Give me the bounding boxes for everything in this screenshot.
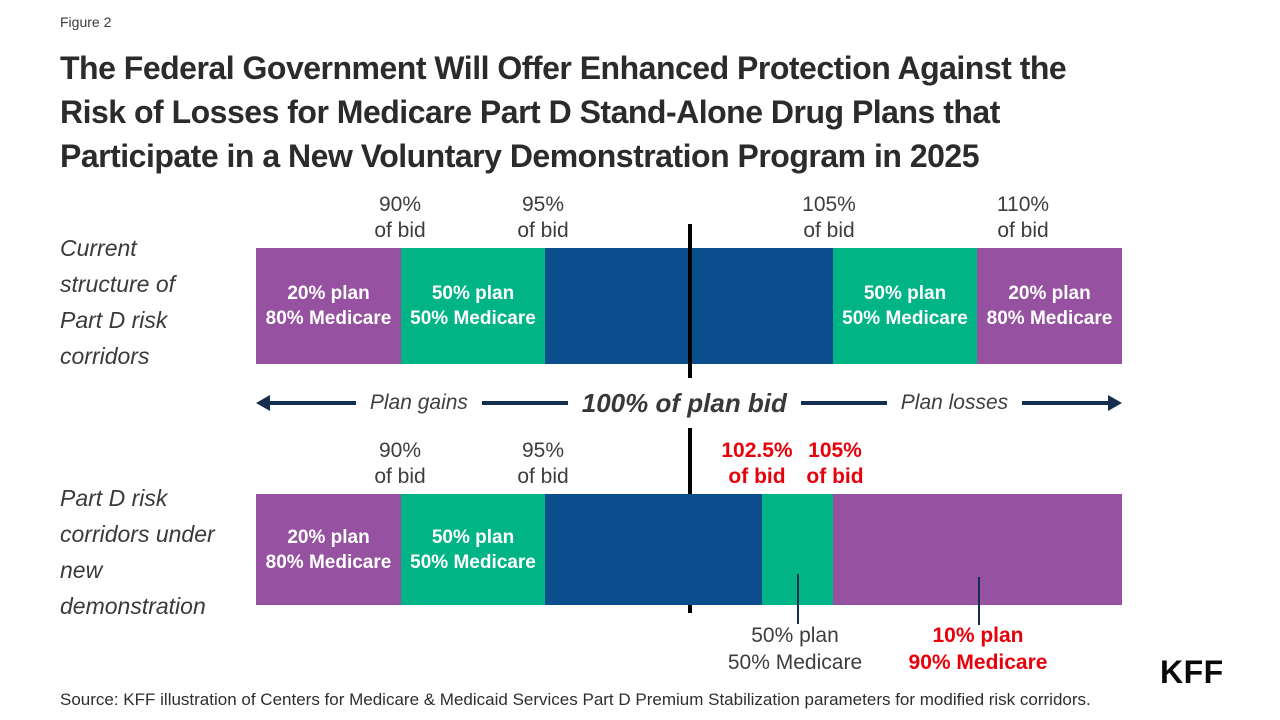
tick-top-90: 90% of bid	[374, 192, 425, 244]
segment-green-losses: 50% plan 50% Medicare	[833, 248, 977, 364]
figure-title: The Federal Government Will Offer Enhanc…	[60, 46, 1067, 178]
callout-line: 50% plan	[751, 624, 839, 647]
segment-purple-gains: 20% plan 80% Medicare	[256, 494, 401, 605]
axis-line	[1022, 401, 1108, 405]
row-label-line: Current	[60, 235, 137, 261]
segment-green-gains: 50% plan 50% Medicare	[401, 248, 545, 364]
plan-gains-label: Plan gains	[369, 391, 468, 414]
arrowhead-left-icon	[256, 395, 270, 411]
segment-label: 20% plan 80% Medicare	[266, 525, 392, 575]
tick-value: 90%	[378, 193, 422, 216]
plan-losses-label: Plan losses	[900, 391, 1009, 414]
tick-bottom-95: 95% of bid	[517, 438, 568, 490]
callout-50-50: 50% plan 50% Medicare	[728, 622, 862, 676]
tick-bottom-102-5: 102.5% of bid	[721, 438, 792, 490]
tick-unit: of bid	[517, 465, 569, 488]
tick-value: 90%	[378, 439, 422, 462]
leader-line-green-segment	[797, 574, 799, 624]
segment-label-line: 80% Medicare	[265, 308, 392, 329]
callout-line: 50% Medicare	[727, 651, 863, 674]
tick-value: 110%	[996, 193, 1050, 216]
segment-label-line: 80% Medicare	[265, 551, 392, 573]
callout-10-90: 10% plan 90% Medicare	[909, 622, 1048, 676]
tick-top-95: 95% of bid	[517, 192, 568, 244]
tick-value: 95%	[521, 193, 565, 216]
row-label-line: structure of	[60, 271, 176, 297]
axis-line	[800, 401, 887, 405]
segment-label: 20% plan 80% Medicare	[987, 281, 1113, 331]
new-demonstration-bar: 20% plan 80% Medicare 50% plan 50% Medic…	[256, 494, 1122, 605]
segment-label-line: 50% Medicare	[842, 308, 968, 329]
segment-label-line: 50% Medicare	[410, 551, 536, 573]
segment-purple-gains: 20% plan 80% Medicare	[256, 248, 401, 364]
tick-unit: of bid	[728, 465, 786, 488]
segment-blue-center	[545, 494, 762, 605]
tick-value: 105%	[808, 439, 862, 462]
row-label-line: corridors	[60, 343, 150, 369]
segment-label-line: 50% plan	[431, 526, 515, 548]
axis-line	[270, 401, 356, 405]
row-label-line: Part D risk	[60, 307, 168, 333]
tick-unit: of bid	[806, 465, 864, 488]
segment-label-line: 50% plan	[431, 283, 515, 304]
segment-green-gains: 50% plan 50% Medicare	[401, 494, 545, 605]
segment-label: 50% plan 50% Medicare	[410, 281, 536, 331]
tick-unit: of bid	[517, 219, 569, 242]
callout-line: 10% plan	[932, 624, 1024, 647]
segment-purple-losses: 20% plan 80% Medicare	[977, 248, 1122, 364]
title-line-1: The Federal Government Will Offer Enhanc…	[60, 50, 1067, 86]
row-label-line: demonstration	[60, 593, 206, 619]
arrowhead-right-icon	[1108, 395, 1122, 411]
row-label-line: Part D risk	[60, 485, 168, 511]
segment-label-line: 50% plan	[863, 283, 947, 304]
segment-label-line: 50% Medicare	[410, 308, 536, 329]
tick-unit: of bid	[374, 465, 426, 488]
segment-label-line: 80% Medicare	[986, 308, 1113, 329]
segment-label: 50% plan 50% Medicare	[842, 281, 968, 331]
tick-value: 95%	[521, 439, 565, 462]
tick-unit: of bid	[374, 219, 426, 242]
tick-top-105: 105% of bid	[802, 192, 856, 244]
tick-top-110: 110% of bid	[997, 192, 1049, 244]
row-label-line: new	[60, 557, 103, 583]
row-label-current-structure: Current structure of Part D risk corrido…	[60, 230, 175, 374]
tick-bottom-105: 105% of bid	[806, 438, 863, 490]
title-line-3: Participate in a New Voluntary Demonstra…	[60, 138, 980, 174]
segment-label-line: 20% plan	[287, 526, 370, 548]
segment-label: 50% plan 50% Medicare	[410, 525, 536, 575]
leader-line-purple-segment	[978, 577, 980, 625]
tick-unit: of bid	[803, 219, 855, 242]
segment-purple-wide-losses	[833, 494, 1122, 605]
row-label-line: corridors under	[60, 521, 215, 547]
row-label-new-demonstration: Part D risk corridors under new demonstr…	[60, 480, 215, 624]
segment-label-line: 20% plan	[1008, 283, 1091, 304]
bid-100-line-upper	[688, 224, 692, 378]
axis-band: Plan gains 100% of plan bid Plan losses	[256, 386, 1122, 420]
figure-number: Figure 2	[60, 14, 112, 30]
tick-bottom-90: 90% of bid	[374, 438, 425, 490]
tick-unit: of bid	[997, 219, 1049, 242]
callout-line: 90% Medicare	[908, 651, 1048, 674]
source-note: Source: KFF illustration of Centers for …	[60, 690, 1091, 709]
tick-value: 105%	[802, 193, 856, 216]
axis-line	[481, 401, 568, 405]
title-line-2: Risk of Losses for Medicare Part D Stand…	[60, 94, 1000, 130]
tick-value: 102.5%	[721, 439, 793, 462]
kff-logo: KFF	[1160, 654, 1224, 690]
plan-bid-100-label: 100% of plan bid	[581, 387, 787, 418]
segment-label: 20% plan 80% Medicare	[266, 281, 392, 331]
segment-label-line: 20% plan	[287, 283, 370, 304]
